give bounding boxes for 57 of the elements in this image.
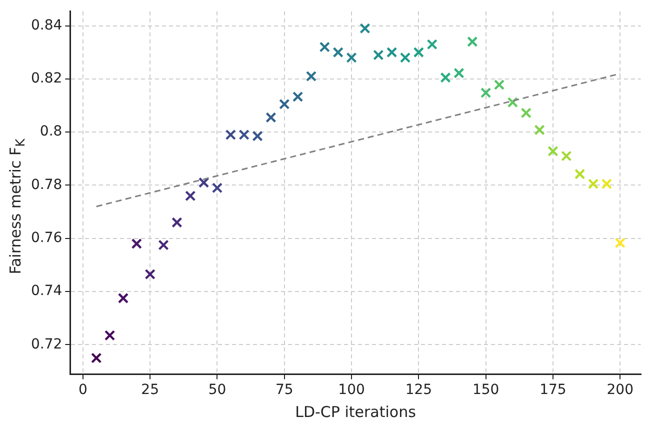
y-tick-label: 0.76 — [31, 230, 62, 246]
point — [158, 240, 169, 250]
point — [373, 50, 384, 60]
point — [279, 98, 290, 110]
point — [548, 146, 558, 157]
point — [386, 46, 398, 58]
point — [494, 79, 505, 90]
point — [104, 330, 116, 341]
point — [225, 129, 236, 140]
point — [198, 177, 210, 188]
y-tick-label: 0.82 — [31, 70, 62, 87]
point — [413, 46, 424, 58]
point — [561, 150, 572, 162]
x-tick-label: 75 — [275, 382, 294, 398]
x-tick-label: 150 — [472, 382, 500, 398]
point — [319, 42, 330, 52]
point — [534, 124, 545, 136]
x-tick-label: 125 — [405, 382, 432, 398]
point — [574, 168, 586, 180]
point — [118, 292, 129, 304]
point — [266, 112, 276, 123]
point — [426, 39, 438, 50]
x-axis-title: LD-CP iterations — [295, 402, 416, 421]
point — [400, 52, 411, 63]
point — [144, 268, 156, 280]
point — [238, 129, 250, 140]
point — [601, 178, 612, 190]
point — [520, 108, 532, 118]
y-tick-label: 0.84 — [31, 17, 62, 34]
point — [346, 52, 357, 63]
point — [292, 91, 304, 102]
point — [507, 96, 518, 108]
point — [454, 68, 464, 78]
point — [185, 190, 196, 202]
y-tick-label: 0.72 — [31, 336, 62, 352]
x-tick-label: 25 — [141, 382, 159, 398]
point — [614, 238, 626, 248]
y-tick-label: 0.78 — [31, 176, 62, 193]
point — [480, 87, 492, 98]
point — [252, 130, 263, 142]
y-tick-label: 0.8 — [40, 124, 62, 140]
x-tick-label: 0 — [78, 382, 88, 398]
point — [91, 352, 102, 364]
x-tick-label: 200 — [606, 382, 634, 398]
point — [131, 238, 142, 250]
point — [306, 70, 317, 82]
point — [588, 178, 599, 190]
point — [172, 217, 182, 228]
x-tick-label: 175 — [540, 382, 566, 398]
point — [467, 36, 478, 48]
x-tick-label: 50 — [208, 382, 226, 398]
point — [212, 182, 223, 194]
y-tick-label: 0.74 — [31, 283, 62, 300]
point — [332, 46, 344, 58]
x-tick-label: 100 — [338, 382, 365, 398]
point — [440, 72, 451, 83]
point — [360, 23, 370, 34]
